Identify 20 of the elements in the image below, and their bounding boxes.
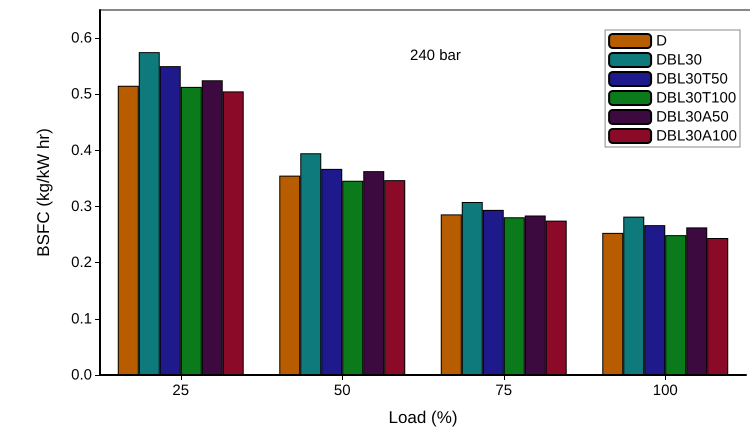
annotation: 240 bar	[410, 47, 461, 64]
legend-label: DBL30	[656, 52, 702, 68]
y-tick-label: 0.2	[71, 254, 92, 272]
legend-label: DBL30A50	[656, 108, 729, 126]
legend-label: DBL30T50	[656, 70, 728, 88]
y-tick-label: 0.5	[71, 86, 92, 103]
legend-label: DBL30T100	[656, 90, 736, 106]
y-tick-label: 0.0	[71, 366, 92, 384]
y-axis-title: BSFC (kg/kW hr)	[34, 128, 53, 257]
y-tick-label: 0.1	[71, 310, 92, 328]
x-tick-label: 75	[495, 382, 512, 399]
x-tick-label: 25	[172, 382, 190, 399]
x-axis-title: Load (%)	[388, 408, 458, 427]
y-tick-label: 0.4	[71, 142, 92, 159]
y-tick-label: 0.6	[71, 30, 92, 47]
x-tick-label: 100	[652, 382, 678, 399]
legend-label: DBL30A100	[656, 128, 738, 144]
x-tick-label: 50	[334, 382, 351, 399]
legend-label: D	[656, 32, 668, 50]
y-tick-label: 0.3	[71, 198, 92, 216]
